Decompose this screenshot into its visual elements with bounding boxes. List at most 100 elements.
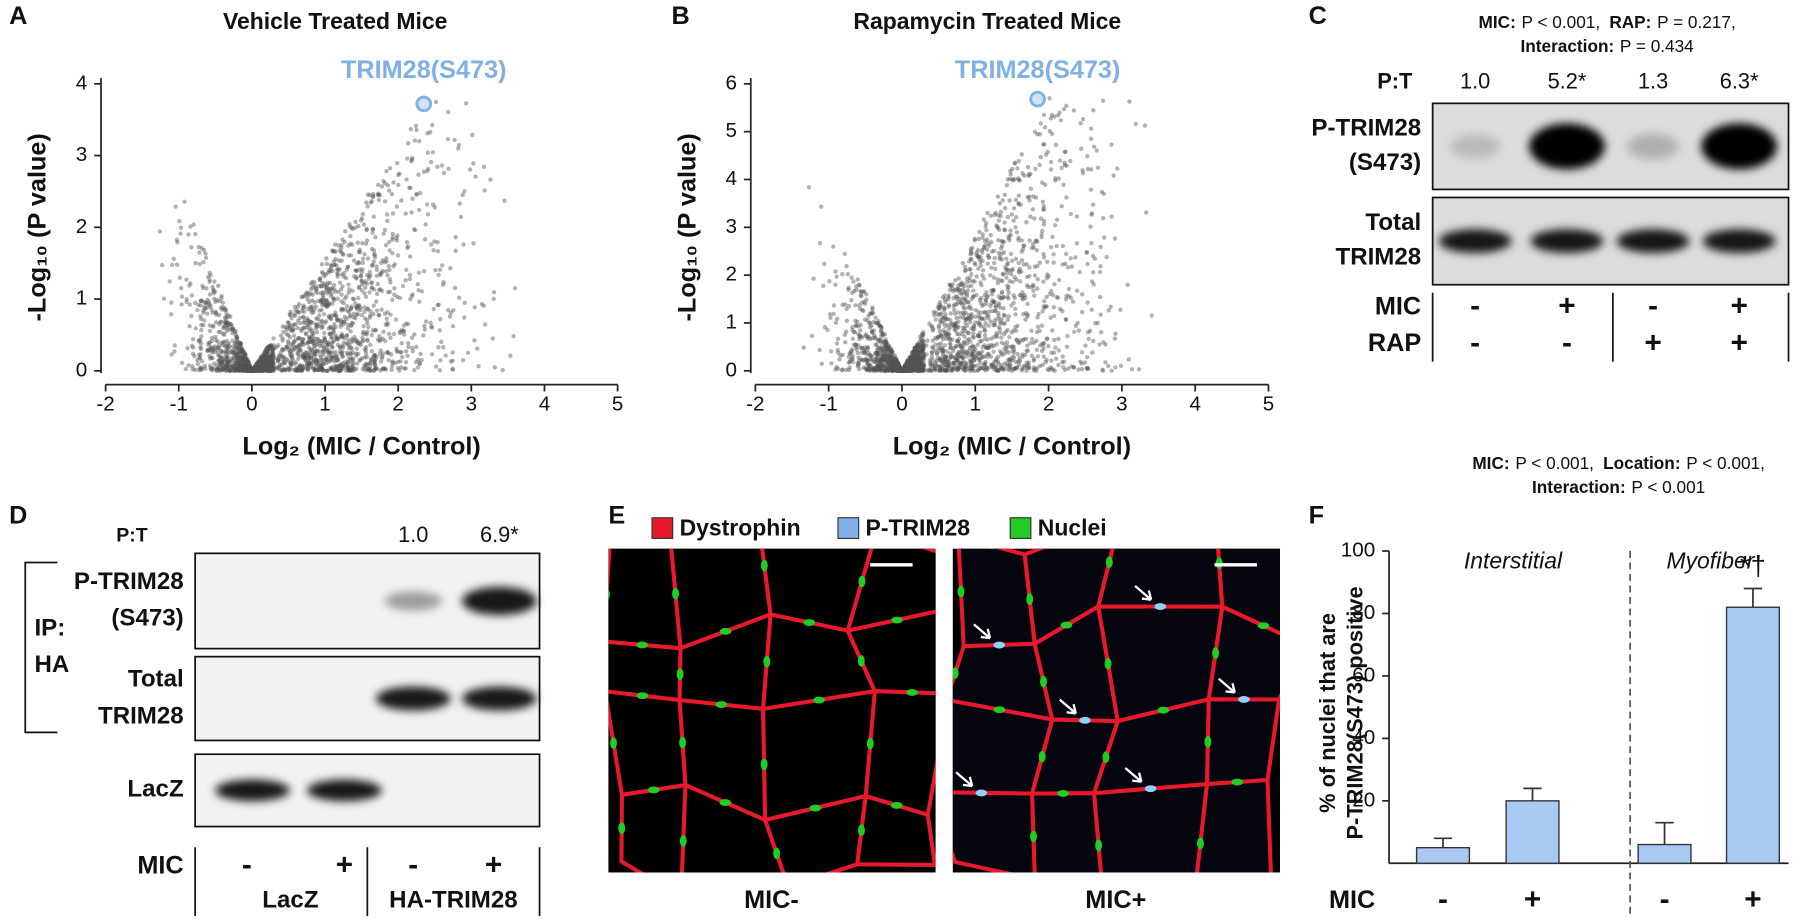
point [437,328,442,333]
group-label: Interstitial [1464,548,1563,574]
point [954,315,959,321]
point [223,307,229,313]
point [238,341,243,346]
panel-label: B [672,2,690,30]
point [190,364,195,369]
point [206,342,211,348]
nucleus [1154,603,1167,611]
point [264,348,269,353]
point [326,303,331,308]
point [971,288,976,293]
point [1006,290,1011,295]
point [337,368,342,373]
point [403,349,409,354]
point [404,321,409,326]
point [289,355,295,361]
point [263,367,268,372]
point [253,367,259,373]
point [293,337,298,343]
point [292,304,298,310]
x-tick-label: 2 [392,393,404,416]
point [920,351,926,356]
point [363,241,369,246]
point [201,308,206,313]
point [207,340,213,345]
point [475,346,480,351]
point [264,365,269,370]
point [262,361,268,366]
point [303,331,308,336]
point [317,313,322,318]
point [355,311,361,317]
point [199,298,204,303]
point [197,355,202,360]
point [1098,244,1103,250]
point [239,357,244,363]
nucleus [906,688,918,696]
point [325,368,330,373]
point [1042,299,1047,304]
point [214,297,220,303]
point [335,267,340,272]
point [389,352,394,357]
point [243,358,248,363]
point [174,262,180,267]
point [462,315,467,320]
point [335,271,340,276]
point [220,358,225,363]
point [1053,345,1058,350]
point [264,350,270,355]
point [207,277,212,283]
point [220,305,226,310]
point [232,353,237,358]
point [290,323,295,328]
point [348,253,354,258]
point [359,278,364,283]
point [331,296,336,301]
point [354,261,360,266]
point [261,356,266,361]
point [306,345,312,350]
point [252,368,257,373]
point [267,367,273,372]
point [369,285,375,290]
point [295,325,300,331]
point [263,365,268,370]
point [1007,335,1012,340]
point [410,349,415,354]
point [999,366,1004,372]
point [248,367,254,372]
point [199,298,204,304]
point [243,367,248,373]
point [244,366,250,372]
point [445,136,451,142]
point [500,367,505,373]
point [188,281,193,286]
point [314,361,319,366]
point [1109,368,1114,373]
point [261,362,266,367]
point [169,300,174,305]
point [238,355,244,361]
point [209,355,214,360]
point [322,284,327,289]
point [346,337,351,343]
point [295,368,301,373]
point [196,244,201,250]
point [225,323,231,328]
point [328,325,333,330]
treatment-label: RAP [1368,329,1421,357]
point [341,344,346,350]
point [312,368,317,373]
point [512,285,518,291]
point [993,266,998,272]
point [373,366,378,371]
point [999,352,1005,358]
point [358,273,364,278]
point [214,312,219,317]
point [256,361,262,366]
point [1005,214,1011,220]
point [191,222,196,227]
point [189,245,194,250]
point [225,355,230,360]
